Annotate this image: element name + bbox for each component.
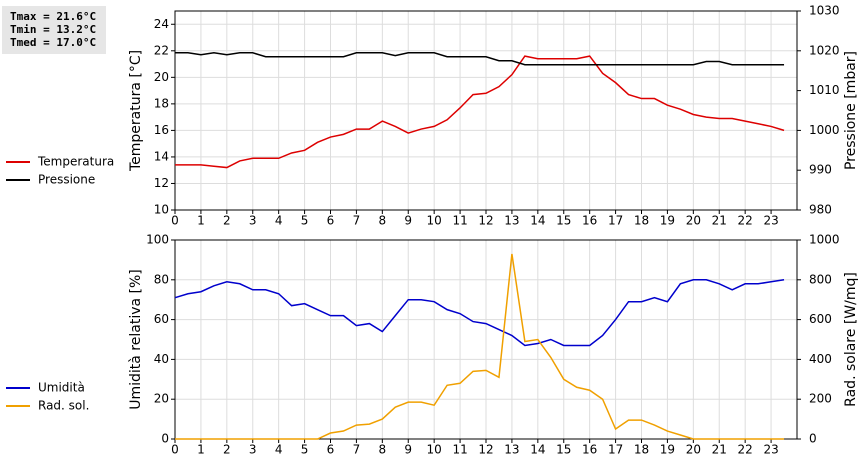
x-tick-label: 5 (301, 443, 309, 457)
y-tick-label: 24 (154, 17, 169, 31)
y-axis-label: Temperatura [°C] (128, 50, 144, 172)
x-tick-label: 18 (634, 214, 649, 228)
x-tick-label: 11 (452, 214, 467, 228)
x-tick-label: 22 (738, 443, 753, 457)
stats-box (2, 6, 106, 54)
y2-tick-label: 200 (809, 392, 832, 406)
y2-tick-label: 990 (809, 163, 832, 177)
x-tick-label: 2 (223, 214, 231, 228)
legend-label: Rad. sol. (38, 399, 89, 413)
y-tick-label: 16 (154, 123, 169, 137)
y-tick-label: 22 (154, 43, 169, 57)
x-tick-label: 19 (660, 214, 675, 228)
y2-tick-label: 0 (809, 432, 817, 446)
y2-tick-label: 1020 (809, 43, 840, 57)
data-line (175, 52, 785, 66)
x-tick-label: 8 (379, 214, 387, 228)
y2-tick-label: 1000 (809, 233, 840, 247)
stat: Tmed = 17.0°C (10, 36, 96, 49)
x-tick-label: 5 (301, 214, 309, 228)
stat: Tmax = 21.6°C (10, 10, 96, 23)
y2-tick-label: 1000 (809, 123, 840, 137)
y-tick-label: 80 (154, 272, 169, 286)
x-tick-label: 23 (763, 443, 778, 457)
x-tick-label: 7 (353, 443, 361, 457)
y2-tick-label: 600 (809, 312, 832, 326)
x-tick-label: 9 (404, 443, 412, 457)
y2-axis-label: Rad. solare [W/mq] (843, 272, 859, 407)
stat: Tmin = 13.2°C (10, 23, 96, 36)
x-tick-label: 10 (427, 214, 442, 228)
x-tick-label: 22 (738, 214, 753, 228)
x-tick-label: 2 (223, 443, 231, 457)
x-tick-label: 6 (327, 214, 335, 228)
x-tick-label: 21 (712, 443, 727, 457)
x-tick-label: 6 (327, 443, 335, 457)
plot-frame (174, 239, 798, 440)
x-tick-label: 10 (427, 443, 442, 457)
y-tick-label: 40 (154, 352, 169, 366)
x-tick-label: 18 (634, 443, 649, 457)
y2-axis-label: Pressione [mbar] (843, 51, 859, 170)
x-tick-label: 3 (249, 214, 257, 228)
x-tick-label: 20 (686, 214, 701, 228)
x-tick-label: 15 (556, 443, 571, 457)
y2-tick-label: 400 (809, 352, 832, 366)
x-tick-label: 0 (171, 443, 179, 457)
y-tick-label: 12 (154, 176, 169, 190)
y2-tick-label: 1030 (809, 4, 840, 18)
x-tick-label: 17 (608, 214, 623, 228)
data-line (175, 253, 785, 440)
x-tick-label: 15 (556, 214, 571, 228)
x-tick-label: 1 (197, 214, 205, 228)
y2-tick-label: 800 (809, 272, 832, 286)
x-tick-label: 23 (763, 214, 778, 228)
x-tick-label: 14 (530, 214, 545, 228)
y-tick-label: 100 (146, 233, 169, 247)
y2-tick-label: 1010 (809, 83, 840, 97)
x-tick-label: 11 (452, 443, 467, 457)
x-tick-label: 14 (530, 443, 545, 457)
x-tick-label: 4 (275, 443, 283, 457)
y-tick-label: 20 (154, 392, 169, 406)
x-tick-label: 13 (504, 214, 519, 228)
x-tick-label: 16 (582, 443, 597, 457)
plot-frame (174, 10, 798, 211)
y2-tick-label: 980 (809, 203, 832, 217)
x-tick-label: 3 (249, 443, 257, 457)
x-tick-label: 17 (608, 443, 623, 457)
x-tick-label: 21 (712, 214, 727, 228)
y-tick-label: 18 (154, 96, 169, 110)
x-tick-label: 4 (275, 214, 283, 228)
data-line (174, 279, 785, 347)
x-tick-label: 20 (686, 443, 701, 457)
x-tick-label: 7 (353, 214, 361, 228)
x-tick-label: 0 (171, 214, 179, 228)
x-tick-label: 9 (404, 214, 412, 228)
y-tick-label: 0 (161, 432, 169, 446)
x-tick-label: 19 (660, 443, 675, 457)
x-tick-label: 8 (379, 443, 387, 457)
y-axis-label: Umidità relativa [%] (128, 269, 144, 410)
x-tick-label: 12 (478, 214, 493, 228)
legend-label: Pressione (38, 173, 95, 187)
y-tick-label: 60 (154, 312, 169, 326)
y-tick-label: 14 (154, 149, 169, 163)
x-tick-label: 16 (582, 214, 597, 228)
legend-label: Umidità (38, 381, 85, 395)
data-line (175, 55, 785, 169)
x-tick-label: 1 (197, 443, 205, 457)
x-tick-label: 12 (478, 443, 493, 457)
legend-label: Temperatura (37, 155, 114, 169)
x-tick-label: 13 (504, 443, 519, 457)
y-tick-label: 20 (154, 70, 169, 84)
y-tick-label: 10 (154, 203, 169, 217)
